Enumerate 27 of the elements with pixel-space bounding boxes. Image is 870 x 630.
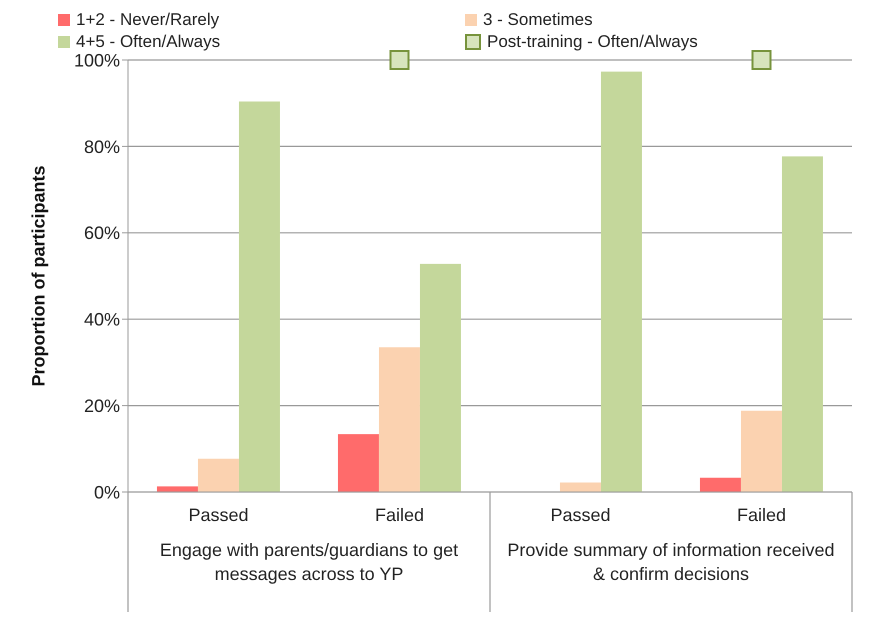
- y-tick-label: 80%: [84, 136, 120, 157]
- bar: [338, 434, 379, 492]
- y-tick-label: 100%: [74, 50, 120, 70]
- bar: [238, 101, 280, 492]
- legend-label: 4+5 - Often/Always: [76, 32, 220, 52]
- bar: [600, 72, 642, 492]
- x-tick-label: Failed: [374, 504, 424, 525]
- bar: [740, 410, 782, 492]
- legend-label: Post-training - Often/Always: [487, 32, 698, 52]
- y-tick-label: 40%: [84, 310, 120, 330]
- legend-label: 3 - Sometimes: [483, 10, 593, 30]
- x-tick-label: Passed: [550, 504, 611, 525]
- x-tick-label: Passed: [188, 504, 249, 525]
- bar: [198, 458, 239, 492]
- bar: [420, 264, 461, 492]
- x-tick-label: Failed: [736, 504, 786, 525]
- y-tick-label: 60%: [84, 223, 120, 244]
- bar: [560, 482, 601, 492]
- bar: [378, 347, 420, 492]
- y-tick-label: 20%: [84, 396, 120, 416]
- bar: [700, 478, 741, 492]
- y-axis-title: Proportion of participants: [28, 165, 48, 387]
- y-tick-label: 0%: [94, 482, 120, 502]
- text: Engage with parents/guardians to get messages across to YP: [158, 539, 460, 586]
- bar: [782, 156, 823, 492]
- text: Provide summary of information received & confirm decisions: [506, 539, 836, 586]
- legend-label: 1+2 - Never/Rarely: [76, 10, 220, 30]
